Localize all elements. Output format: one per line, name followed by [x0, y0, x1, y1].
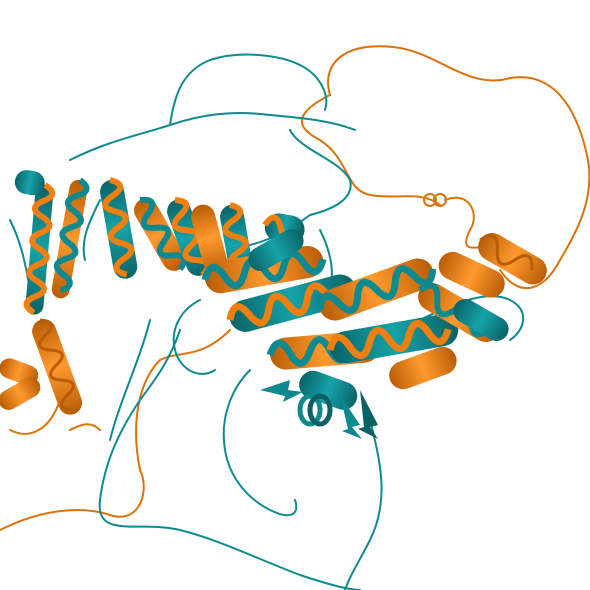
chain-a-loops: [9, 53, 525, 590]
helix-cluster-center: [201, 229, 547, 410]
lower-features: [260, 193, 447, 439]
helix-cluster-left: [0, 170, 90, 415]
